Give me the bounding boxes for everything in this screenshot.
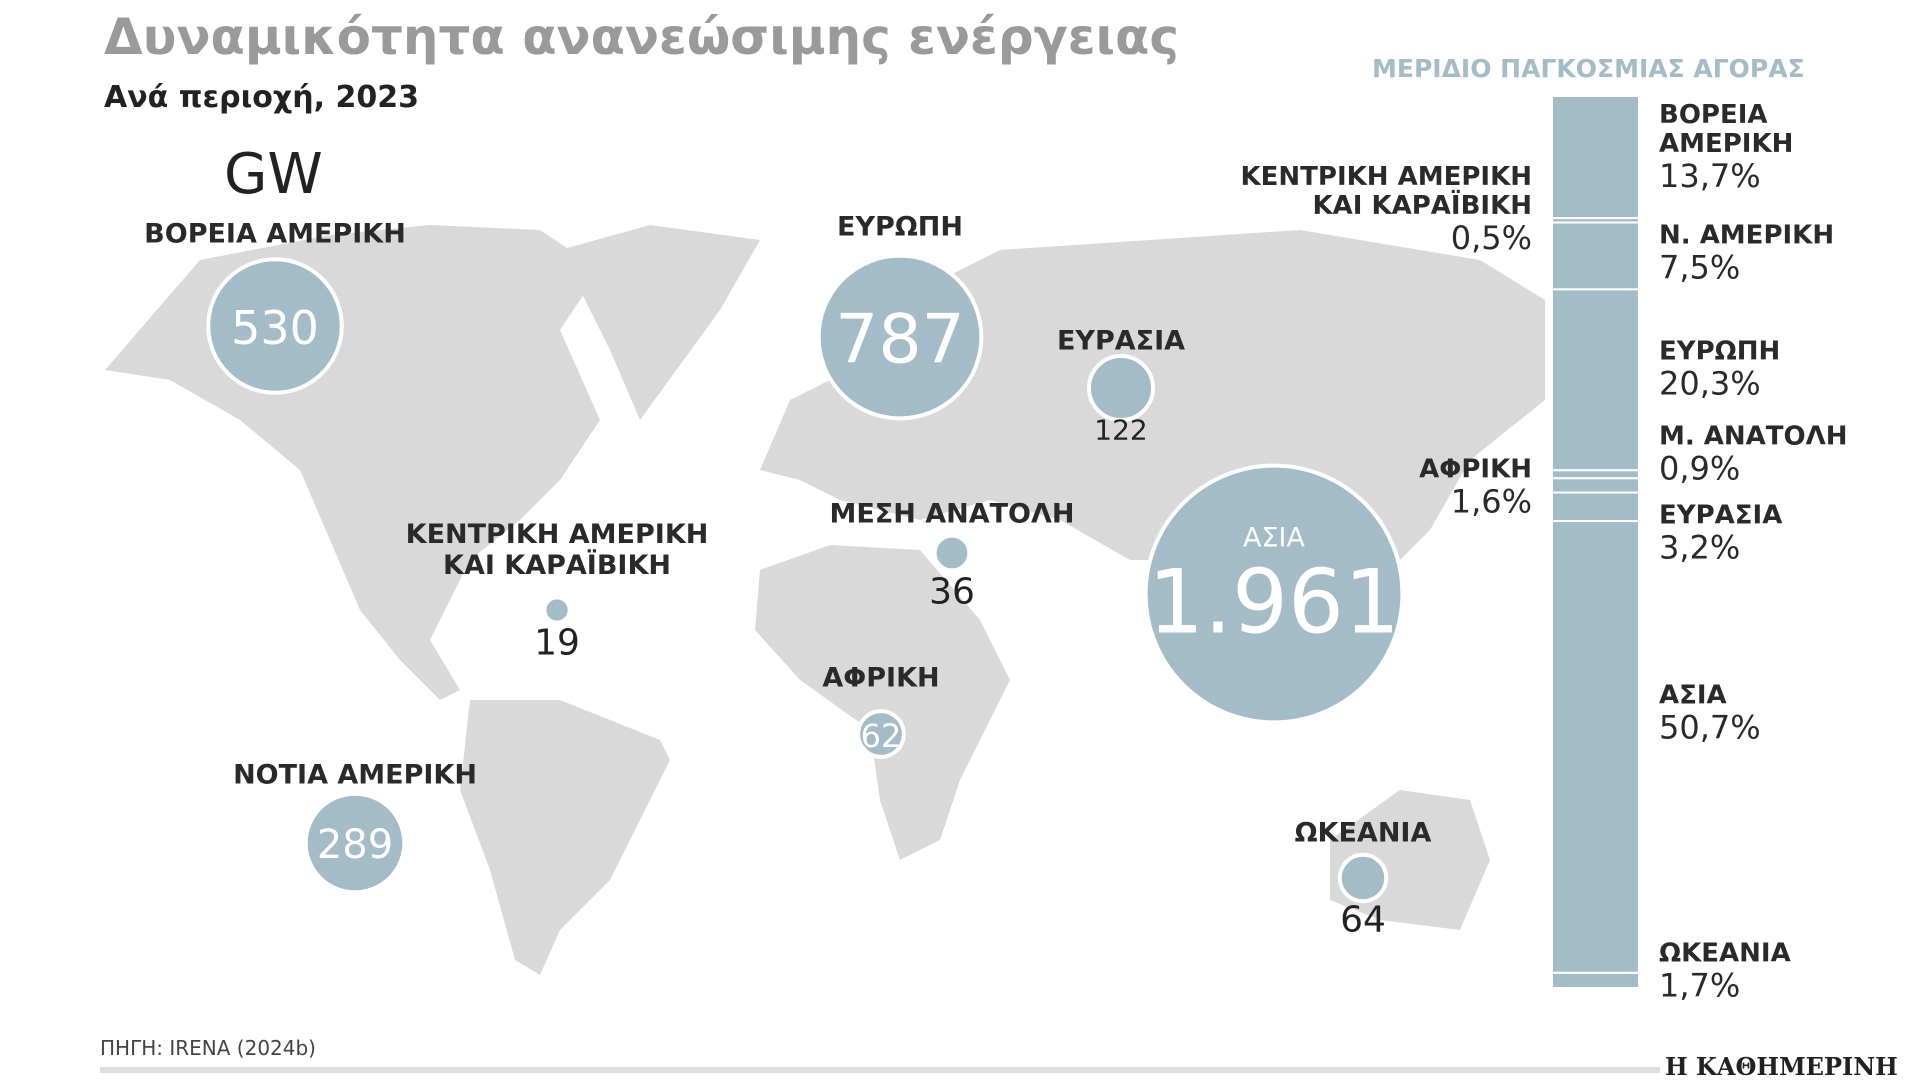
- bubble: [932, 533, 972, 573]
- share-category: ΑΣΙΑ: [1659, 680, 1727, 711]
- value-label: 289: [316, 822, 394, 868]
- bubble: [542, 595, 572, 625]
- share-label: ΑΦΡΙΚΗ 1,6%: [1232, 454, 1532, 521]
- value-label: 530: [231, 301, 319, 355]
- value-label: 1.961: [1148, 550, 1400, 654]
- share-title: ΜΕΡΙΔΙΟ ΠΑΓΚΟΣΜΙΑΣ ΑΓΟΡΑΣ: [1372, 54, 1805, 83]
- share-segment: [1551, 491, 1640, 523]
- unit-label: GW: [224, 142, 323, 207]
- share-category: ΚΕΝΤΡΙΚΗ ΑΜΕΡΙΚΗ ΚΑΙ ΚΑΡΑΪΒΙΚΗ: [1240, 161, 1532, 222]
- share-category: Μ. ΑΝΑΤΟΛΗ: [1659, 421, 1848, 452]
- share-segment: [1551, 477, 1640, 494]
- value-label: 62: [860, 717, 902, 755]
- share-label: ΚΕΝΤΡΙΚΗ ΑΜΕΡΙΚΗ ΚΑΙ ΚΑΡΑΪΒΙΚΗ 0,5%: [1232, 161, 1532, 258]
- share-segment: [1551, 520, 1640, 974]
- bubble: [816, 253, 984, 421]
- share-category: ΒΟΡΕΙΑ ΑΜΕΡΙΚΗ: [1659, 99, 1794, 160]
- share-value: 7,5%: [1659, 248, 1741, 287]
- share-label: ΑΣΙΑ 50,7%: [1659, 680, 1849, 747]
- region-label: ΩΚΕΑΝΙΑ: [1294, 817, 1432, 849]
- value-label: 64: [1340, 899, 1386, 941]
- share-label: Μ. ΑΝΑΤΟΛΗ 0,9%: [1659, 421, 1849, 488]
- share-label: Ν. ΑΜΕΡΙΚΗ 7,5%: [1659, 220, 1849, 287]
- subtitle: Ανά περιοχή, 2023: [104, 80, 419, 115]
- share-category: Ν. ΑΜΕΡΙΚΗ: [1659, 220, 1835, 251]
- region-label: ΑΣΙΑ: [1243, 522, 1305, 554]
- value-label: 787: [835, 300, 965, 380]
- share-value: 3,2%: [1659, 528, 1741, 567]
- greenland: [560, 225, 760, 420]
- region-label: ΜΕΣΗ ΑΝΑΤΟΛΗ: [829, 498, 1075, 530]
- bubble: [206, 257, 344, 395]
- value-label: 122: [1094, 413, 1148, 447]
- share-label: ΕΥΡΑΣΙΑ 3,2%: [1659, 500, 1849, 567]
- share-category: ΩΚΕΑΝΙΑ: [1659, 938, 1791, 969]
- region-label: ΝΟΤΙΑ ΑΜΕΡΙΚΗ: [233, 759, 477, 791]
- south-america: [460, 700, 670, 975]
- region-label: ΚΕΝΤΡΙΚΗ ΑΜΕΡΙΚΗ ΚΑΙ ΚΑΡΑΪΒΙΚΗ: [405, 518, 709, 581]
- share-value: 0,9%: [1659, 449, 1741, 488]
- share-label: ΒΟΡΕΙΑ ΑΜΕΡΙΚΗ 13,7%: [1659, 99, 1849, 196]
- share-value: 13,7%: [1659, 157, 1761, 196]
- share-category: ΕΥΡΩΠΗ: [1659, 336, 1781, 367]
- share-label: ΩΚΕΑΝΙΑ 1,7%: [1659, 938, 1849, 1005]
- bubble: [1337, 852, 1389, 904]
- title: Δυναμικότητα ανανεώσιμης ενέργειας: [104, 8, 1180, 66]
- share-segment: [1551, 469, 1640, 480]
- share-segment: [1551, 971, 1640, 989]
- value-label: 36: [929, 571, 975, 613]
- share-value: 20,3%: [1659, 364, 1761, 403]
- africa: [755, 545, 1010, 860]
- share-segment: [1551, 221, 1640, 291]
- region-label: ΑΦΡΙΚΗ: [822, 662, 940, 694]
- share-value: 1,6%: [1450, 482, 1532, 521]
- bubble: [1143, 463, 1405, 725]
- share-segment: [1551, 95, 1640, 220]
- bubble: [303, 791, 407, 895]
- source: ΠΗΓΗ: IRENA (2024b): [100, 1036, 316, 1060]
- value-label: 19: [534, 622, 580, 664]
- share-value: 0,5%: [1450, 219, 1532, 258]
- share-category: ΑΦΡΙΚΗ: [1419, 454, 1532, 485]
- publisher: Η ΚΑΘΗΜΕΡΙΝΗ: [1665, 1052, 1898, 1080]
- share-value: 1,7%: [1659, 966, 1741, 1005]
- north-america: [105, 225, 600, 700]
- region-label: ΒΟΡΕΙΑ ΑΜΕΡΙΚΗ: [144, 218, 406, 250]
- bubble: [856, 709, 906, 759]
- share-category: ΕΥΡΑΣΙΑ: [1659, 500, 1783, 531]
- share-segment: [1551, 288, 1640, 472]
- bubble: [1086, 353, 1156, 423]
- region-label: ΕΥΡΩΠΗ: [837, 211, 963, 243]
- share-label: ΕΥΡΩΠΗ 20,3%: [1659, 336, 1849, 403]
- share-value: 50,7%: [1659, 708, 1761, 747]
- region-label: ΕΥΡΑΣΙΑ: [1056, 325, 1186, 357]
